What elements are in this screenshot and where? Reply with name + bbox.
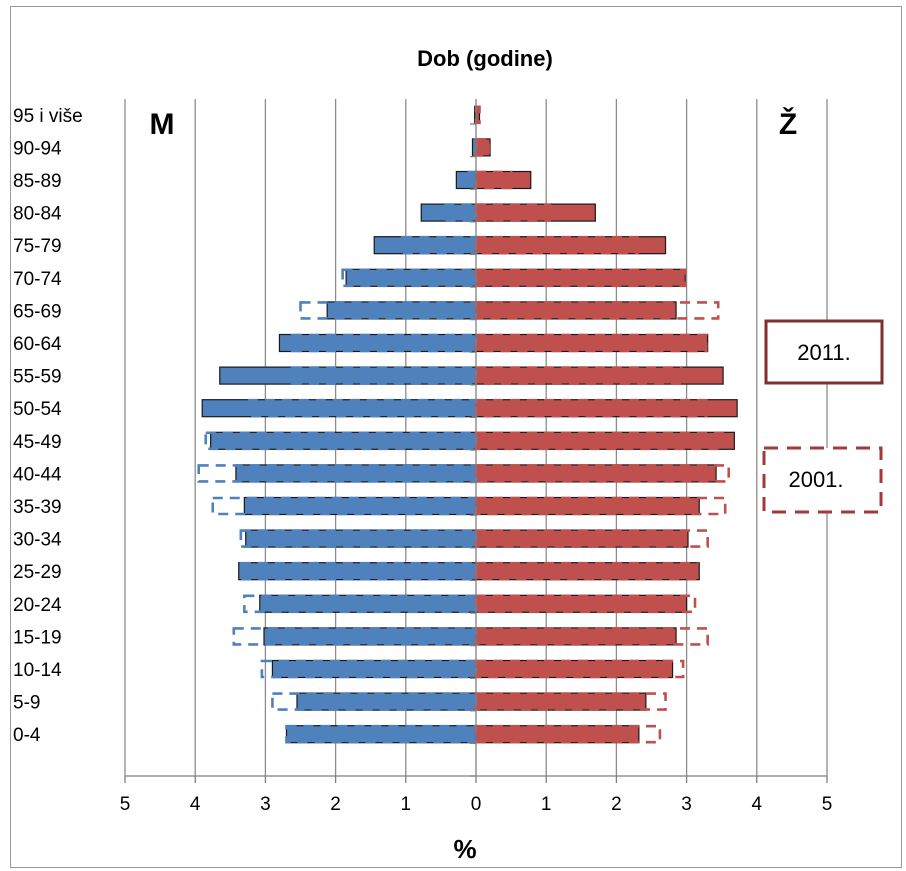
category-label: 95 i više — [13, 106, 83, 127]
bar-ž-2011-15-19 — [475, 627, 677, 646]
category-label: 45-49 — [13, 432, 62, 453]
chart-frame — [10, 6, 902, 868]
bar-m-2011-75-79 — [373, 236, 477, 255]
bar-m-2011-60-64 — [278, 333, 477, 353]
category-label: 75-79 — [13, 236, 62, 257]
outline-m-2001-50-54 — [246, 398, 478, 418]
outline-ž-2001-65-69 — [474, 301, 720, 320]
bars — [197, 105, 738, 744]
outline-ž-2001-95 i više — [474, 105, 481, 125]
outline-m-2001-35-39 — [211, 496, 478, 516]
x-tick-label: 2 — [611, 794, 622, 815]
bar-ž-2011-80-84 — [475, 203, 596, 222]
outline-m-2001-65-69 — [299, 301, 478, 320]
category-label: 5-9 — [13, 693, 40, 714]
bar-ž-2011-40-44 — [475, 464, 717, 483]
category-label: 30-34 — [13, 530, 62, 551]
bar-ž-2011-30-34 — [475, 529, 689, 548]
bar-m-2011-40-44 — [235, 464, 477, 483]
bar-ž-2011-20-24 — [475, 594, 688, 613]
outline-ž-2001-35-39 — [474, 496, 727, 516]
outline-ž-2001-15-19 — [474, 627, 709, 646]
bar-m-2011-45-49 — [210, 431, 477, 450]
bar-ž-2011-45-49 — [475, 431, 735, 450]
labels: Dob (godine) % M Ž 0-4 5-9 10-14 15-19 20-24… — [13, 46, 797, 864]
bar-m-2011-30-34 — [245, 529, 477, 548]
bar-ž-2011-65-69 — [475, 301, 677, 320]
chart-title: Dob (godine) — [417, 46, 553, 71]
outline-m-2001-15-19 — [232, 627, 478, 646]
bar-ž-2011-55-59 — [475, 366, 724, 385]
bar-ž-2011-50-54 — [475, 399, 738, 418]
male-side-label: M — [150, 108, 175, 141]
x-tick-label: 1 — [401, 794, 412, 815]
bar-ž-2011-10-14 — [475, 659, 674, 679]
x-tick-label: 4 — [752, 794, 763, 815]
category-label: 25-29 — [13, 562, 62, 583]
category-label: 65-69 — [13, 301, 62, 322]
bar-m-2011-70-74 — [345, 268, 477, 287]
outline-ž-2001-10-14 — [474, 659, 685, 679]
outline-ž-2001-90-94 — [474, 138, 490, 157]
bar-m-2011-25-29 — [238, 562, 477, 581]
bar-ž-2011-0-4 — [475, 725, 640, 744]
outline-ž-2001-30-34 — [474, 529, 709, 548]
category-label: 20-24 — [13, 595, 62, 616]
category-label: 80-84 — [13, 204, 62, 225]
category-label: 10-14 — [13, 660, 62, 681]
bar-m-2011-50-54 — [201, 399, 477, 418]
legend-box-2011 — [764, 319, 884, 385]
axes: 5 4 3 2 1 0 1 2 3 4 5 — [120, 99, 833, 815]
x-tick-label: 4 — [190, 794, 201, 815]
category-label: 85-89 — [13, 171, 62, 192]
legend-label-2011: 2011. — [797, 340, 850, 365]
legend: 2011. 2001. — [762, 319, 884, 514]
bar-ž-2011-70-74 — [475, 268, 686, 287]
bar-m-2011-55-59 — [219, 366, 477, 385]
outline-m-2001-40-44 — [197, 464, 478, 483]
bar-m-2011-20-24 — [259, 594, 477, 613]
x-tick-label: 5 — [120, 794, 131, 815]
bar-ž-2011-25-29 — [475, 562, 700, 581]
bar-ž-2011-5-9 — [475, 692, 647, 711]
x-tick-label: 0 — [471, 794, 482, 815]
x-tick-label: 2 — [330, 794, 341, 815]
x-tick-label: 5 — [822, 794, 833, 815]
x-tick-label: 1 — [541, 794, 552, 815]
bar-m-2011-10-14 — [271, 659, 477, 679]
category-label: 50-54 — [13, 399, 62, 420]
outline-ž-2001-5-9 — [474, 692, 667, 711]
outline-ž-2001-45-49 — [474, 431, 727, 451]
category-label: 70-74 — [13, 269, 62, 290]
bar-m-2011-0-4 — [285, 725, 477, 744]
bar-ž-2011-85-89 — [475, 170, 532, 190]
legend-label-2001: 2001. — [788, 467, 843, 492]
x-tick-label: 3 — [260, 794, 271, 815]
outline-m-2001-85-89 — [466, 170, 478, 190]
bar-m-2011-15-19 — [263, 627, 477, 646]
bar-m-2011-5-9 — [296, 692, 477, 711]
category-label: 0-4 — [13, 725, 41, 746]
bar-m-2011-85-89 — [455, 170, 477, 190]
bar-ž-2011-60-64 — [475, 333, 709, 353]
category-label: 55-59 — [13, 367, 62, 388]
category-label: 60-64 — [13, 334, 62, 355]
x-tick-label: 3 — [681, 794, 692, 815]
category-label: 35-39 — [13, 497, 62, 518]
category-label: 90-94 — [13, 138, 62, 159]
legend-box-2001 — [762, 446, 883, 514]
bar-m-2011-65-69 — [326, 301, 477, 320]
category-label: 15-19 — [13, 627, 62, 648]
outline-m-2001-0-4 — [285, 724, 478, 744]
outline-m-2001-75-79 — [400, 235, 478, 255]
bar-m-2011-80-84 — [420, 203, 477, 222]
x-axis-label: % — [453, 834, 476, 864]
female-side-label: Ž — [779, 107, 797, 141]
bar-m-2011-35-39 — [243, 496, 477, 516]
category-label: 40-44 — [13, 464, 62, 485]
bar-ž-2011-35-39 — [475, 496, 700, 516]
